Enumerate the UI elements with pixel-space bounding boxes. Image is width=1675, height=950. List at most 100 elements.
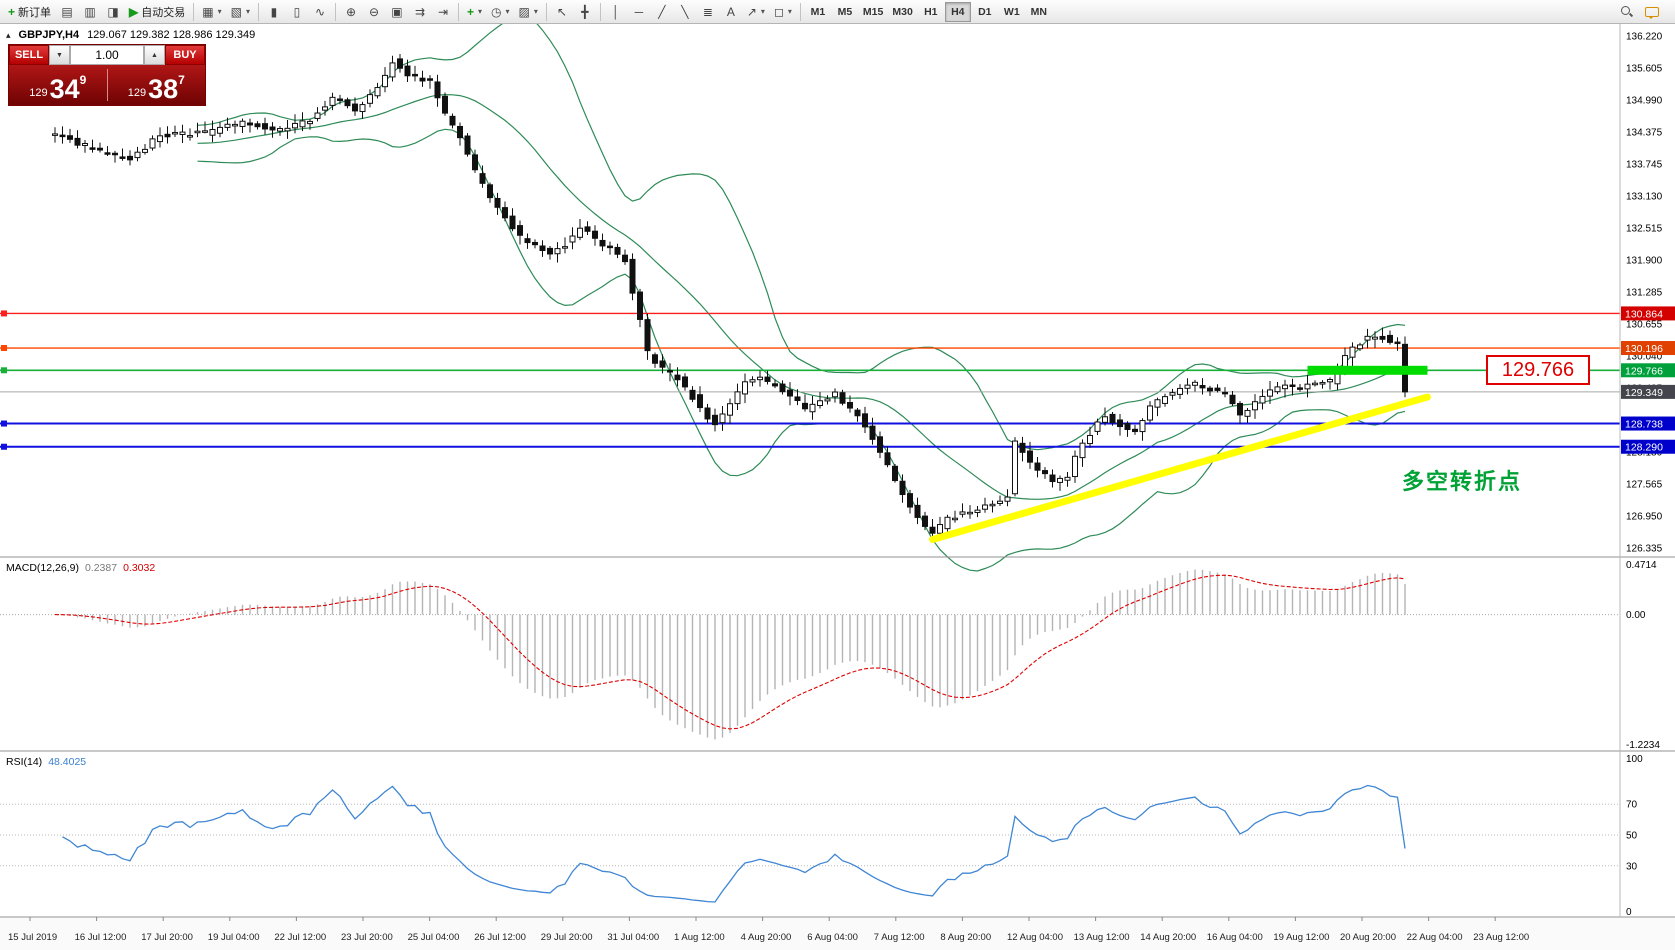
timeframe-m15[interactable]: M15 xyxy=(859,2,887,22)
timeframe-m30[interactable]: M30 xyxy=(888,2,916,22)
lot-decrease-button[interactable]: ▼ xyxy=(49,45,70,65)
template-icon: ▨ xyxy=(518,4,530,19)
svg-text:15 Jul 2019: 15 Jul 2019 xyxy=(8,932,57,943)
channel-button[interactable]: ╲ xyxy=(674,2,696,22)
data-window-icon: ▥ xyxy=(84,4,96,19)
toolbar: + 新订单 ▤ ▥ ◨ ▶ 自动交易 ▦ ▾ ▧ ▾ ▮ ▯ ∿ ⊕ ⊖ ▣ ⇉ ⇥… xyxy=(0,0,1675,24)
svg-text:31 Jul 04:00: 31 Jul 04:00 xyxy=(607,932,659,943)
timeframe-m5[interactable]: M5 xyxy=(832,2,858,22)
macd-signal-value: 0.3032 xyxy=(123,562,156,574)
svg-text:133.130: 133.130 xyxy=(1626,192,1663,203)
svg-text:129.349: 129.349 xyxy=(1625,387,1663,399)
sell-price-prefix: 129 xyxy=(29,87,48,99)
auto-trading-button[interactable]: ▶ 自动交易 xyxy=(125,2,189,22)
shapes-icon: ◻ xyxy=(773,4,784,19)
new-chart-button[interactable]: ▦ ▾ xyxy=(198,2,225,22)
toolbar-separator xyxy=(257,2,259,21)
svg-text:134.375: 134.375 xyxy=(1626,128,1663,139)
tile-windows-button[interactable]: ▣ xyxy=(386,2,408,22)
trendline-button[interactable]: ╱ xyxy=(651,2,673,22)
text-tool-button[interactable]: A xyxy=(720,2,742,22)
toolbar-separator xyxy=(193,2,195,21)
auto-trading-label: 自动交易 xyxy=(141,6,186,19)
templates-button[interactable]: ▨ ▾ xyxy=(515,2,542,22)
svg-text:22 Aug 04:00: 22 Aug 04:00 xyxy=(1407,932,1463,943)
timeframe-h1[interactable]: H1 xyxy=(918,2,944,22)
timeframe-d1[interactable]: D1 xyxy=(972,2,998,22)
one-click-toggle[interactable]: ▴ xyxy=(6,29,11,40)
shapes-button[interactable]: ◻ ▾ xyxy=(770,2,796,22)
lot-increase-button[interactable]: ▲ xyxy=(144,45,165,65)
svg-text:0.4714: 0.4714 xyxy=(1626,560,1657,571)
text-tool-icon: A xyxy=(726,4,735,19)
zoom-in-icon: ⊕ xyxy=(345,4,356,19)
timeframe-h4[interactable]: H4 xyxy=(944,1,971,22)
chat-button[interactable] xyxy=(1641,2,1663,22)
toolbar-separator xyxy=(599,2,601,21)
svg-text:132.515: 132.515 xyxy=(1626,224,1663,235)
svg-text:136.220: 136.220 xyxy=(1626,32,1663,43)
toolbar-right-group xyxy=(1615,2,1671,22)
navigator-button[interactable]: ◨ xyxy=(102,2,124,22)
turning-point-annotation: 多空转折点 xyxy=(1402,469,1523,494)
timeframe-w1[interactable]: W1 xyxy=(999,2,1025,22)
bar-chart-icon: ▮ xyxy=(270,4,278,19)
sell-price-pip: 9 xyxy=(79,73,87,87)
toolbar-separator xyxy=(799,2,801,21)
new-order-button[interactable]: + 新订单 xyxy=(4,2,55,22)
vertical-line-button[interactable]: │ xyxy=(605,2,627,22)
macd-main-value: 0.2387 xyxy=(84,562,118,574)
zoom-out-icon: ⊖ xyxy=(368,4,379,19)
chat-icon xyxy=(1645,7,1659,19)
clock-icon: ◷ xyxy=(491,4,502,19)
svg-text:7 Aug 12:00: 7 Aug 12:00 xyxy=(874,932,925,943)
cursor-button[interactable]: ↖ xyxy=(551,2,573,22)
arrow-tool-icon: ↗ xyxy=(746,4,757,19)
caret-icon: ▾ xyxy=(477,7,482,16)
crosshair-button[interactable]: ╋ xyxy=(574,2,596,22)
candlestick-button[interactable]: ▯ xyxy=(286,2,308,22)
profiles-button[interactable]: ▧ ▾ xyxy=(227,2,254,22)
bar-chart-button[interactable]: ▮ xyxy=(263,2,285,22)
zoom-out-button[interactable]: ⊖ xyxy=(363,2,385,22)
timeframe-mn[interactable]: MN xyxy=(1026,2,1052,22)
buy-price-display[interactable]: 129 38 7 xyxy=(108,65,206,105)
svg-text:130.864: 130.864 xyxy=(1625,308,1663,320)
sell-button[interactable]: SELL xyxy=(9,45,49,65)
svg-text:16 Aug 04:00: 16 Aug 04:00 xyxy=(1207,932,1263,943)
sell-price-display[interactable]: 129 34 9 xyxy=(9,65,107,105)
search-button[interactable] xyxy=(1615,2,1637,22)
channel-icon: ╲ xyxy=(681,4,689,19)
svg-text:1 Aug 12:00: 1 Aug 12:00 xyxy=(674,932,725,943)
svg-text:0: 0 xyxy=(1626,907,1632,918)
svg-text:13 Aug 12:00: 13 Aug 12:00 xyxy=(1074,932,1130,943)
chart-shift-button[interactable]: ⇥ xyxy=(432,2,454,22)
horizontal-line-button[interactable]: ─ xyxy=(628,2,650,22)
indicators-icon: + xyxy=(466,4,474,19)
indicators-button[interactable]: + ▾ xyxy=(463,2,486,22)
caret-icon: ▾ xyxy=(787,7,792,16)
auto-scroll-button[interactable]: ⇉ xyxy=(409,2,431,22)
market-watch-button[interactable]: ▤ xyxy=(56,2,78,22)
vertical-line-icon: │ xyxy=(612,4,620,19)
fibonacci-button[interactable]: ≣ xyxy=(697,2,719,22)
buy-price-big: 38 xyxy=(148,73,179,104)
macd-name: MACD(12,26,9) xyxy=(6,562,79,574)
svg-text:-1.2234: -1.2234 xyxy=(1626,740,1660,751)
line-chart-button[interactable]: ∿ xyxy=(309,2,331,22)
svg-text:6 Aug 04:00: 6 Aug 04:00 xyxy=(807,932,858,943)
timeframe-m1[interactable]: M1 xyxy=(805,2,831,22)
arrows-tool-button[interactable]: ↗ ▾ xyxy=(743,2,769,22)
data-window-button[interactable]: ▥ xyxy=(79,2,101,22)
chart-canvas[interactable]: 136.220 135.605 134.990 134.375 133.745 133.1… xyxy=(0,24,1675,950)
tile-windows-icon: ▣ xyxy=(391,4,403,19)
timeframes-menu-button[interactable]: ◷ ▾ xyxy=(487,2,514,22)
zoom-in-button[interactable]: ⊕ xyxy=(340,2,362,22)
lot-size-input[interactable] xyxy=(70,45,144,65)
caret-icon: ▾ xyxy=(245,7,250,16)
buy-button[interactable]: BUY xyxy=(165,45,205,65)
svg-text:130.655: 130.655 xyxy=(1626,320,1663,331)
svg-text:100: 100 xyxy=(1626,754,1643,765)
rsi-name: RSI(14) xyxy=(6,756,43,768)
candlestick-icon: ▯ xyxy=(293,4,301,19)
